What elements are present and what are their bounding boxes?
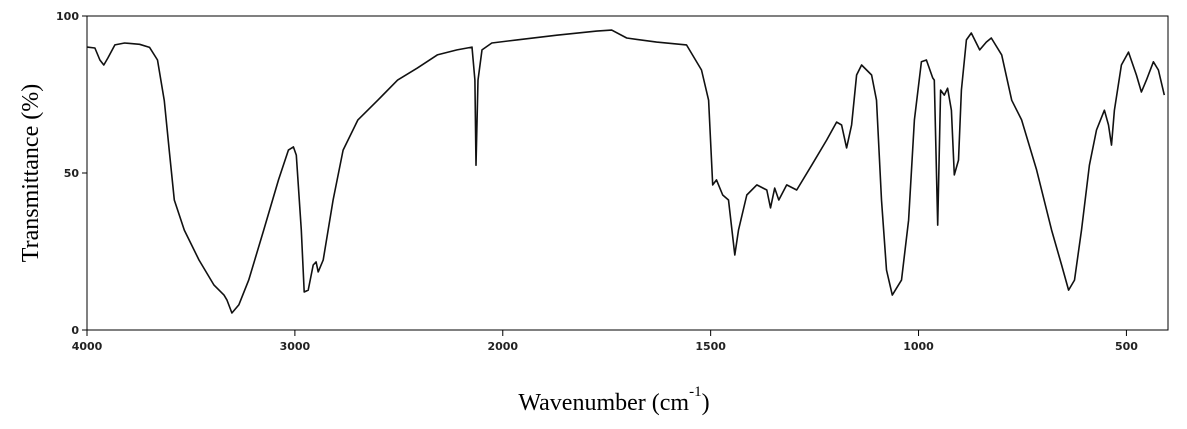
y-axis-label: Transmittance (%) — [18, 84, 44, 262]
x-label-superscript: -1 — [689, 384, 702, 400]
x-tick-label: 1000 — [903, 340, 934, 353]
y-tick-label: 100 — [56, 10, 79, 23]
x-tick-label: 1500 — [695, 340, 726, 353]
y-tick-label: 50 — [64, 167, 80, 180]
x-label-suffix: ) — [702, 390, 710, 416]
x-tick-label: 4000 — [72, 340, 103, 353]
plot-frame — [86, 15, 1169, 331]
x-label-text: Wavenumber (cm — [518, 390, 689, 416]
x-tick-label: 2000 — [487, 340, 518, 353]
x-tick-label: 500 — [1115, 340, 1138, 353]
x-axis-label: Wavenumber (cm-1) — [518, 384, 709, 416]
x-tick-label: 3000 — [280, 340, 311, 353]
spectrum-line — [86, 29, 1166, 314]
y-tick-label: 0 — [71, 324, 79, 337]
